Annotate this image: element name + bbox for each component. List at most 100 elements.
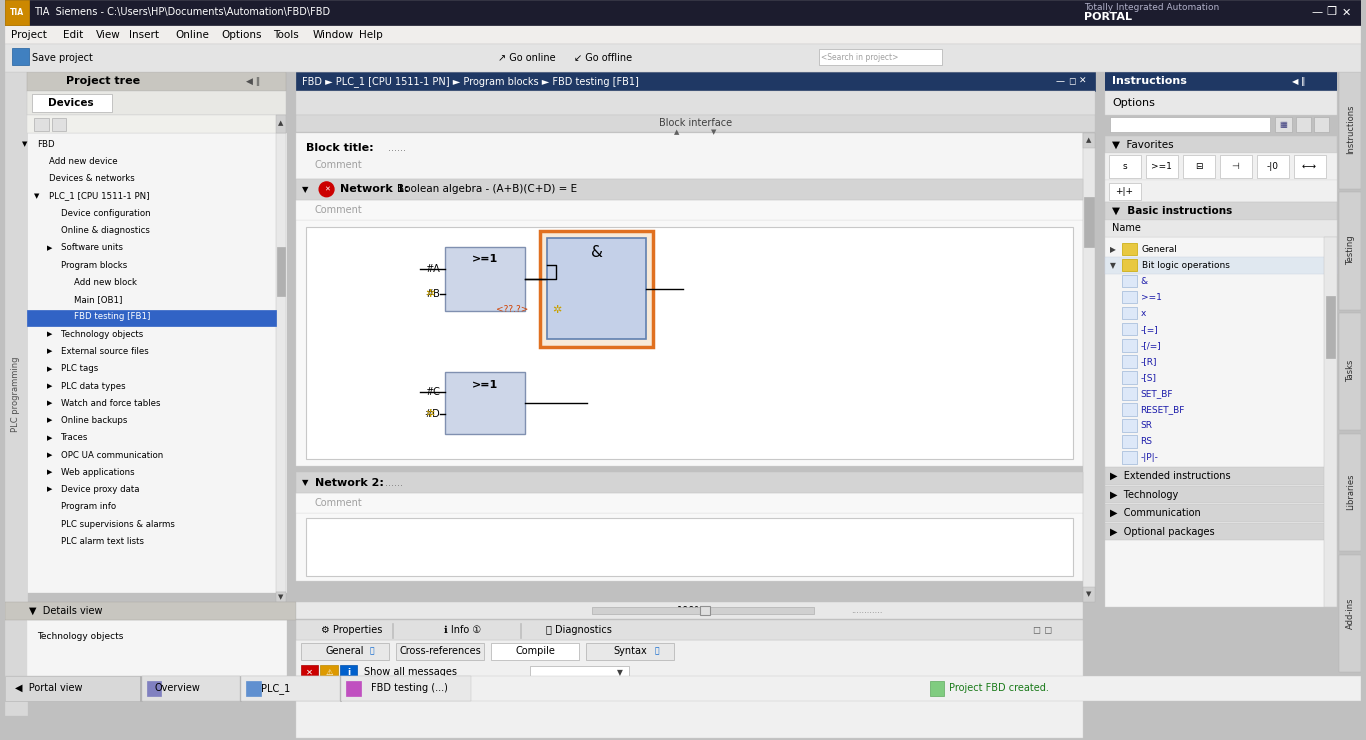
Text: ▦: ▦	[1280, 120, 1288, 129]
Bar	[1121, 435, 1137, 448]
Text: SET_BF: SET_BF	[1141, 389, 1173, 398]
Bar	[1105, 91, 1337, 115]
Text: ℹ Info ①: ℹ Info ①	[444, 625, 481, 635]
Text: &: &	[1141, 277, 1147, 286]
Circle shape	[320, 182, 333, 197]
Bar	[548, 238, 646, 339]
Bar	[295, 513, 1083, 581]
Bar	[591, 607, 814, 614]
Text: ▼: ▼	[712, 129, 717, 135]
Text: Main [OB1]: Main [OB1]	[74, 295, 122, 304]
Bar	[306, 227, 1072, 459]
Text: <??.?>: <??.?>	[496, 305, 527, 314]
Text: ......: ......	[385, 478, 403, 488]
Bar	[1083, 133, 1096, 148]
Text: Add-ins: Add-ins	[1346, 597, 1355, 629]
Bar	[1083, 587, 1096, 602]
Text: ✲: ✲	[425, 409, 434, 420]
Bar	[1108, 155, 1141, 178]
Text: General: General	[1142, 245, 1177, 254]
Text: ✕: ✕	[1079, 77, 1086, 86]
Text: ▶: ▶	[46, 383, 52, 389]
Text: Program blocks: Program blocks	[61, 260, 127, 269]
Bar	[1121, 307, 1137, 320]
Text: Program info: Program info	[61, 502, 116, 511]
Text: ▶: ▶	[46, 349, 52, 354]
Text: View: View	[96, 30, 122, 39]
Bar	[146, 681, 161, 696]
Bar	[4, 0, 29, 24]
Text: 100%: 100%	[676, 605, 703, 616]
Text: ✲: ✲	[425, 289, 434, 298]
Text: Libraries: Libraries	[1346, 474, 1355, 511]
Bar	[1339, 72, 1362, 189]
Text: ▼: ▼	[279, 594, 284, 600]
Bar	[295, 115, 1096, 132]
Text: ▶: ▶	[46, 245, 52, 251]
Text: ▶: ▶	[46, 366, 52, 371]
Text: ⊟: ⊟	[1195, 162, 1202, 171]
Bar	[4, 602, 295, 620]
Text: #D: #D	[425, 409, 440, 420]
Text: Online backups: Online backups	[61, 416, 128, 425]
Text: ✕: ✕	[1341, 7, 1351, 17]
Bar	[1109, 117, 1270, 132]
Bar	[1121, 259, 1137, 272]
Bar	[1339, 192, 1362, 309]
Text: Save project: Save project	[31, 53, 93, 63]
Text: Network 2:: Network 2:	[316, 478, 384, 488]
Text: PLC programming: PLC programming	[11, 357, 20, 432]
Text: ▶: ▶	[46, 452, 52, 458]
Bar	[1121, 355, 1137, 368]
Text: Block interface: Block interface	[658, 118, 732, 128]
Text: Tools: Tools	[273, 30, 299, 39]
Text: ⓘ: ⓘ	[370, 647, 374, 656]
Text: ▶  Extended instructions: ▶ Extended instructions	[1109, 471, 1231, 481]
Text: ❒: ❒	[1326, 7, 1337, 17]
Text: Project: Project	[11, 30, 46, 39]
Bar	[295, 179, 1083, 200]
Text: ▶  Optional packages: ▶ Optional packages	[1109, 527, 1214, 536]
Text: >=1: >=1	[471, 254, 499, 264]
Bar	[1108, 183, 1141, 200]
Text: ......: ......	[388, 143, 406, 153]
Text: Totally Integrated Automation: Totally Integrated Automation	[1083, 3, 1218, 12]
Text: PORTAL: PORTAL	[1083, 13, 1132, 22]
Bar	[1183, 155, 1214, 178]
Text: ▼  Basic instructions: ▼ Basic instructions	[1112, 206, 1232, 216]
Text: ▼: ▼	[34, 193, 40, 199]
Text: Online & diagnostics: Online & diagnostics	[61, 226, 150, 235]
Text: ◀  Portal view: ◀ Portal view	[15, 683, 82, 693]
Bar	[142, 676, 240, 701]
Text: >=1: >=1	[1152, 162, 1172, 171]
Text: ⊣: ⊣	[1232, 162, 1239, 171]
Bar	[701, 605, 710, 616]
Bar	[1083, 198, 1094, 246]
Bar	[4, 72, 27, 716]
Text: FBD testing (...): FBD testing (...)	[370, 683, 448, 693]
Text: Options: Options	[221, 30, 261, 39]
Bar	[321, 665, 337, 682]
Text: 🔧 Diagnostics: 🔧 Diagnostics	[546, 625, 612, 635]
Bar	[1325, 296, 1336, 357]
Text: Show all messages: Show all messages	[363, 667, 456, 677]
Text: Help: Help	[359, 30, 382, 39]
Bar	[27, 620, 285, 676]
Text: ▶  Communication: ▶ Communication	[1109, 508, 1201, 518]
Text: Edit: Edit	[63, 30, 83, 39]
Text: Compile: Compile	[515, 646, 555, 656]
Bar	[295, 91, 1096, 115]
Text: Traces: Traces	[61, 434, 89, 443]
Bar	[277, 246, 284, 296]
Bar	[1121, 243, 1137, 255]
Bar	[301, 665, 318, 682]
Text: ↗ Go online: ↗ Go online	[499, 53, 556, 63]
Text: ↙ Go offline: ↙ Go offline	[575, 53, 632, 63]
Bar	[4, 676, 1362, 701]
Bar	[52, 118, 67, 131]
Text: FBD testing [FB1]: FBD testing [FB1]	[74, 312, 150, 321]
Bar	[1296, 117, 1311, 132]
Text: ▶  Technology: ▶ Technology	[1109, 490, 1177, 500]
Bar	[295, 640, 1083, 738]
Text: ▼  Favorites: ▼ Favorites	[1112, 139, 1173, 149]
